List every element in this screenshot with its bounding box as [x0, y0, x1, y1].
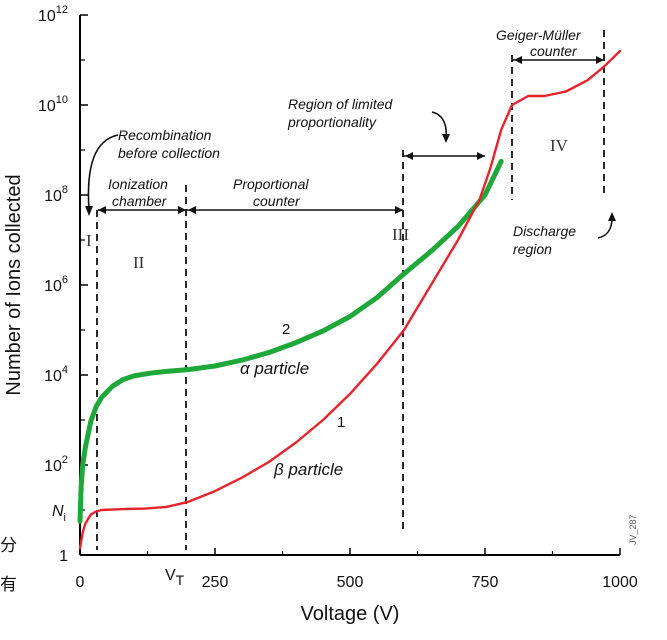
y-tick-label: 104: [44, 364, 68, 385]
side-text-1: 分: [0, 536, 17, 556]
recombination-label: Recombination before collection: [118, 127, 220, 161]
y-axis-label: Number of Ions collected: [3, 174, 25, 395]
arrow-head: [85, 206, 93, 216]
annotation-arrows: [85, 56, 616, 239]
series-1-number: 1: [337, 414, 345, 431]
limited-label: Region of limited proportionality: [287, 96, 393, 130]
x-tick-label: 1000: [602, 574, 638, 591]
arrow-head: [178, 206, 186, 214]
y-tick-label: 1: [59, 548, 68, 565]
x-tick-label: 0: [76, 574, 85, 591]
proportional-label: Proportional counter: [233, 176, 309, 209]
y-tick-label: 102: [44, 454, 68, 475]
arrow-head: [188, 206, 196, 214]
discharge-label: Discharge region: [513, 223, 576, 257]
series-2-line: [77, 158, 504, 524]
recombination-arrow: [87, 134, 119, 211]
series-lines: [77, 49, 622, 550]
y-tick-label: 1010: [38, 94, 68, 115]
arrow-head: [442, 134, 450, 143]
y-tick-label: 1012: [38, 4, 68, 25]
arrow-head: [477, 152, 485, 160]
x-tick-label: 500: [337, 574, 364, 591]
region-label-ii: II: [133, 253, 145, 272]
arrow-head: [596, 56, 604, 64]
geiger-label: Geiger-Müller counter: [496, 27, 582, 59]
side-text-2: 有: [0, 575, 17, 595]
axes: 1 102 104 106 108 1010 1012 Ni 0 250 500 750 1000 VT V…: [3, 4, 638, 625]
watermark: JV_287: [628, 514, 638, 545]
x-tick-label: 750: [472, 574, 499, 591]
x-axis-label: Voltage (V): [301, 603, 400, 625]
chamber-label: Ionization chamber: [108, 176, 168, 209]
series-1-label: β particle: [273, 460, 343, 479]
arrow-head: [98, 206, 106, 214]
region-label-i: I: [86, 231, 92, 250]
x-tick-label: 250: [202, 574, 229, 591]
series-2-label: α particle: [240, 359, 309, 378]
arrow-head: [405, 152, 413, 160]
series-1-line: [78, 49, 622, 550]
arrow-head: [608, 212, 616, 221]
y-tick-label: 106: [44, 274, 68, 295]
region-label-iv: IV: [550, 136, 569, 155]
region-label-iii: III: [392, 225, 409, 244]
arrow-head: [395, 206, 403, 214]
y-tick-label-ni: Ni: [52, 503, 66, 524]
arrow-head: [514, 56, 522, 64]
series-2-number: 2: [282, 321, 290, 338]
x-tick-label-vt: VT: [165, 567, 185, 588]
y-tick-label: 108: [44, 184, 68, 205]
annotation-text: I II III IV Recombination before collecti…: [86, 27, 638, 545]
